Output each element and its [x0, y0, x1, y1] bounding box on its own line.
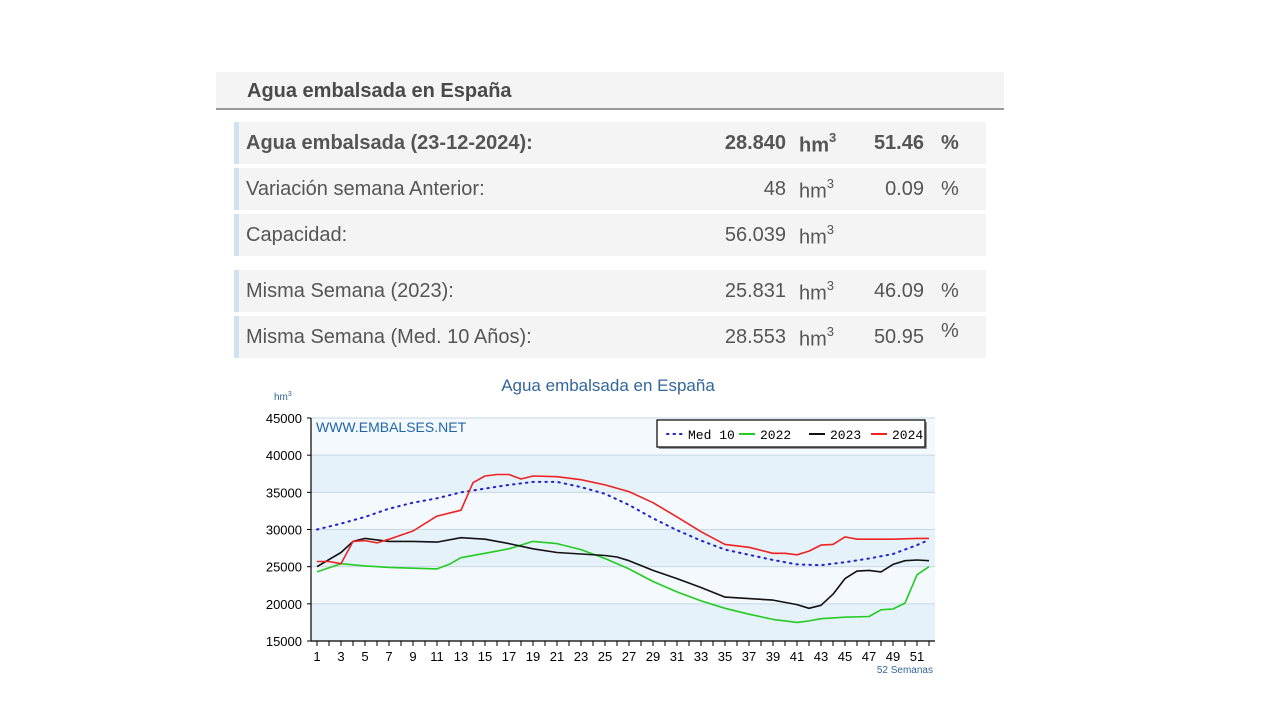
plot-band: [311, 529, 935, 567]
x-tick-label: 35: [718, 649, 732, 664]
x-tick-label: 29: [646, 649, 660, 664]
panel-title: Agua embalsada en España: [247, 80, 512, 102]
row-pct-sign: %: [941, 178, 959, 200]
row-unit: hm3: [799, 278, 835, 305]
row-label: Agua embalsada (23-12-2024):: [246, 132, 533, 154]
x-tick-label: 19: [526, 649, 540, 664]
y-tick-label: 45000: [266, 411, 302, 426]
x-tick-label: 51: [910, 649, 924, 664]
reservoir-chart: Agua embalsada en España hm3 15000 20000 2…: [266, 376, 935, 676]
legend-label: 2023: [830, 428, 861, 443]
x-tick-label: 15: [478, 649, 492, 664]
watermark: WWW.EMBALSES.NET: [316, 419, 467, 435]
y-tick-label: 30000: [266, 523, 302, 538]
x-tick-label: 39: [766, 649, 780, 664]
row-value: 56.039: [724, 224, 786, 246]
plot-band: [311, 566, 935, 604]
row-pct-sign: %: [941, 132, 959, 154]
y-tick-label: 40000: [266, 448, 302, 463]
y-tick-label: 20000: [266, 597, 302, 612]
plot-band: [311, 492, 935, 530]
y-axis-label: hm3: [274, 391, 292, 403]
x-tick-label: 3: [337, 649, 344, 664]
series-line-2023: [316, 536, 930, 610]
row-value: 48: [763, 178, 786, 200]
x-tick-label: 33: [694, 649, 708, 664]
x-tick-label: 45: [838, 649, 852, 664]
row-value: 28.840: [724, 132, 786, 154]
x-tick-label: 31: [670, 649, 684, 664]
row-label: Misma Semana (Med. 10 Años):: [246, 326, 532, 348]
row-capacity: Capacidad: 56.039 hm3: [234, 214, 986, 256]
x-tick-label: 41: [790, 649, 804, 664]
chart-title: Agua embalsada en España: [501, 376, 715, 395]
x-tick-label: 25: [598, 649, 612, 664]
x-tick-label: 5: [361, 649, 368, 664]
x-tick-label: 21: [550, 649, 564, 664]
row-label: Variación semana Anterior:: [246, 178, 485, 200]
row-unit: hm3: [799, 222, 835, 249]
row-current: Agua embalsada (23-12-2024): 28.840 hm3 …: [234, 122, 986, 164]
row-same-week-avg10: Misma Semana (Med. 10 Años): 28.553 hm3 …: [234, 316, 986, 358]
x-tick-label: 1: [313, 649, 320, 664]
x-tick-label: 49: [886, 649, 900, 664]
legend-label: Med 10: [688, 428, 735, 443]
row-label: Capacidad:: [246, 224, 348, 246]
series-line-2024: [317, 473, 929, 565]
row-same-week-2023: Misma Semana (2023): 25.831 hm3 46.09 %: [234, 270, 986, 312]
row-variation: Variación semana Anterior: 48 hm3 0.09 %: [234, 168, 986, 210]
x-tick-label: 23: [574, 649, 588, 664]
legend: Med 10 2022 2023 2024: [656, 419, 927, 449]
series-line-med-10: [316, 480, 930, 567]
row-unit: hm3: [799, 130, 837, 157]
panel-header: Agua embalsada en España: [216, 72, 1004, 110]
series-lines: [316, 473, 930, 624]
x-tick-label: 27: [622, 649, 636, 664]
row-unit: hm3: [799, 176, 835, 203]
row-pct: 46.09: [873, 280, 924, 302]
y-tick-label: 25000: [266, 560, 302, 575]
x-tick-label: 37: [742, 649, 756, 664]
x-tick-label: 13: [454, 649, 468, 664]
row-pct-sign: %: [941, 280, 959, 302]
row-pct: 51.46: [873, 132, 924, 154]
plot-band: [311, 455, 935, 493]
row-pct-sign: %: [941, 320, 959, 342]
x-tick-label: 7: [385, 649, 392, 664]
x-axis-label: 52 Semanas: [877, 665, 933, 676]
legend-label: 2022: [760, 428, 791, 443]
row-pct: 0.09: [885, 178, 924, 200]
x-tick-label: 9: [409, 649, 416, 664]
y-tick-label: 15000: [266, 634, 302, 649]
row-pct: 50.95: [873, 326, 924, 348]
row-value: 25.831: [724, 280, 786, 302]
row-label: Misma Semana (2023):: [246, 280, 454, 302]
legend-label: 2024: [892, 428, 923, 443]
x-tick-label: 17: [502, 649, 516, 664]
row-value: 28.553: [724, 326, 786, 348]
x-tick-label: 47: [862, 649, 876, 664]
plot-band: [311, 603, 935, 641]
x-tick-label: 43: [814, 649, 828, 664]
series-line-2022: [316, 540, 930, 624]
row-unit: hm3: [799, 324, 835, 351]
y-tick-label: 35000: [266, 485, 302, 500]
x-tick-label: 11: [430, 649, 444, 664]
